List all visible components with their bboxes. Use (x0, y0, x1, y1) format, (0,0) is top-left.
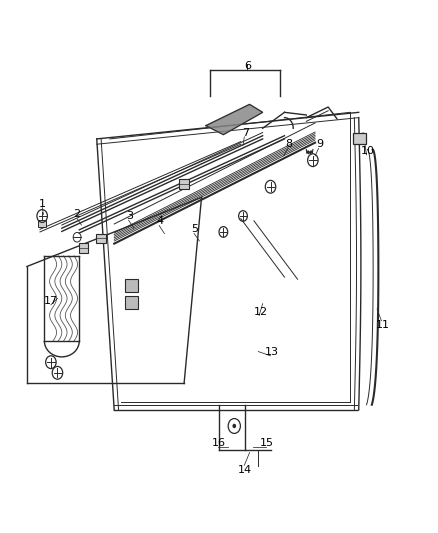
FancyBboxPatch shape (125, 279, 138, 292)
Text: 2: 2 (74, 209, 81, 220)
Polygon shape (206, 104, 263, 135)
Bar (179, 179, 189, 189)
Text: 13: 13 (265, 346, 279, 357)
Text: 14: 14 (238, 465, 252, 474)
Text: 1: 1 (39, 199, 46, 209)
Text: 17: 17 (44, 296, 58, 306)
Text: 12: 12 (254, 306, 268, 317)
Text: 11: 11 (376, 320, 390, 330)
Bar (353, 133, 366, 144)
Text: 9: 9 (316, 139, 323, 149)
Text: 8: 8 (285, 139, 293, 149)
Circle shape (233, 424, 236, 428)
Bar (96, 233, 106, 243)
Text: 5: 5 (191, 224, 198, 235)
Text: 4: 4 (156, 216, 164, 227)
Text: 7: 7 (242, 127, 249, 138)
Text: 6: 6 (244, 61, 251, 70)
Bar (79, 243, 88, 253)
Text: 3: 3 (126, 211, 133, 221)
Text: 15: 15 (260, 438, 274, 448)
Text: 16: 16 (212, 438, 226, 448)
Bar (38, 220, 46, 227)
FancyBboxPatch shape (125, 296, 138, 309)
Text: 10: 10 (360, 146, 374, 156)
